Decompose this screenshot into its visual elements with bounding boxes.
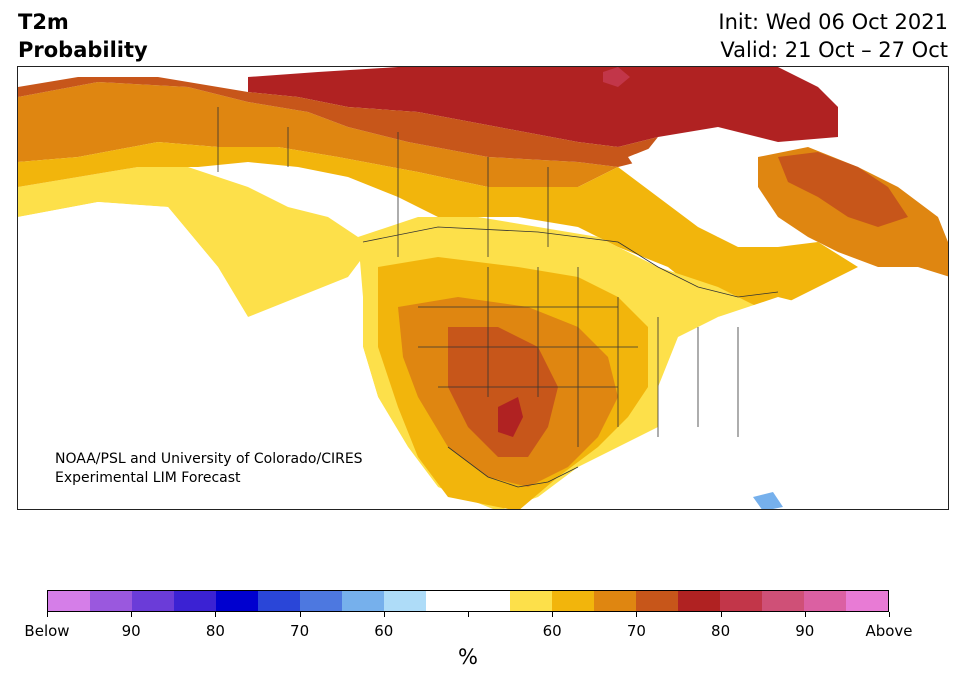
- credit-line-2: Experimental LIM Forecast: [55, 470, 241, 486]
- title-type: Probability: [18, 38, 148, 62]
- title-variable: T2m: [18, 10, 69, 34]
- colorbar-cell: [384, 591, 426, 611]
- forecast-map: [17, 66, 949, 510]
- pacific-ocean: [18, 202, 448, 509]
- colorbar-tick-mark: [383, 612, 385, 617]
- colorbar-cell: [342, 591, 384, 611]
- colorbar-tick-mark: [804, 612, 806, 617]
- colorbar-cell: [48, 591, 90, 611]
- atlantic-ocean: [540, 277, 948, 509]
- colorbar-cell: [678, 591, 720, 611]
- colorbar-tick-mark: [47, 612, 48, 617]
- colorbar-cell: [468, 591, 510, 611]
- colorbar-tick-mark: [215, 612, 217, 617]
- colorbar-tick-label: 70: [290, 622, 310, 640]
- hudson-bay: [628, 137, 758, 237]
- colorbar-tick-label: 90: [121, 622, 141, 640]
- colorbar-cell: [216, 591, 258, 611]
- prob-band-orange-canada: [18, 82, 618, 187]
- prob-band-red-core: [498, 397, 523, 437]
- colorbar-cell: [174, 591, 216, 611]
- colorbar-tick-label: Below: [24, 622, 70, 640]
- political-borders: [217, 107, 779, 488]
- colorbar-tick-label: 70: [626, 622, 646, 640]
- colorbar-tick-label: 90: [795, 622, 815, 640]
- colorbar-tick-mark: [299, 612, 301, 617]
- prob-band-magenta-arctic: [603, 67, 630, 87]
- prob-band-darkorange-east: [778, 152, 908, 227]
- credit-text: NOAA/PSL and University of Colorado/CIRE…: [55, 450, 363, 488]
- colorbar-cell: [720, 591, 762, 611]
- colorbar-cell: [636, 591, 678, 611]
- colorbar-cell: [510, 591, 552, 611]
- colorbar-cell: [846, 591, 888, 611]
- colorbar-tick-label: 80: [205, 622, 225, 640]
- prob-band-red-arctic: [248, 67, 838, 147]
- colorbar-tick-mark: [636, 612, 638, 617]
- colorbar-tick-mark: [131, 612, 133, 617]
- colorbar-cell: [300, 591, 342, 611]
- colorbar-tick-label: 60: [542, 622, 562, 640]
- probability-colorbar: [47, 590, 889, 612]
- prob-band-light-west: [18, 167, 363, 317]
- colorbar-tick-mark: [552, 612, 554, 617]
- colorbar-cell: [258, 591, 300, 611]
- credit-line-1: NOAA/PSL and University of Colorado/CIRE…: [55, 451, 363, 467]
- prob-band-lightblue: [753, 492, 783, 509]
- colorbar-unit: %: [458, 645, 478, 669]
- colorbar-tick-mark: [720, 612, 722, 617]
- prob-band-darkorange-canada: [18, 77, 658, 167]
- colorbar-cell: [90, 591, 132, 611]
- colorbar-cell: [132, 591, 174, 611]
- colorbar-cell: [552, 591, 594, 611]
- map-canvas: [18, 67, 948, 509]
- colorbar-cell: [804, 591, 846, 611]
- forecast-dates: Init: Wed 06 Oct 2021 Valid: 21 Oct – 27…: [718, 8, 948, 64]
- colorbar-tick-label: 60: [374, 622, 394, 640]
- prob-band-darkorange-us: [448, 327, 558, 457]
- colorbar-cell: [426, 591, 468, 611]
- prob-band-gold-canada: [18, 142, 858, 307]
- colorbar-cell: [594, 591, 636, 611]
- valid-date: Valid: 21 Oct – 27 Oct: [720, 38, 948, 62]
- init-date: Init: Wed 06 Oct 2021: [718, 10, 948, 34]
- colorbar-tick-label: Above: [865, 622, 913, 640]
- colorbar-tick-mark: [468, 612, 469, 617]
- map-title: T2m Probability: [18, 8, 148, 64]
- colorbar-cell: [762, 591, 804, 611]
- colorbar-tick-mark: [889, 612, 890, 617]
- colorbar-tick-label: 80: [711, 622, 731, 640]
